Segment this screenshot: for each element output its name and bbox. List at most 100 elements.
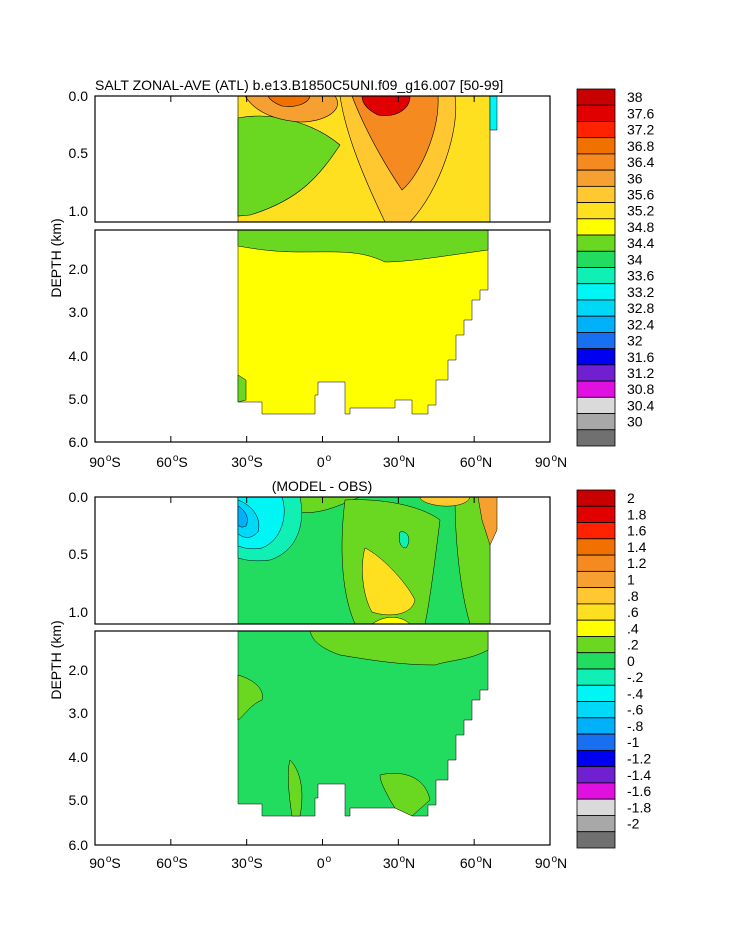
colorbar-label: -1 [627,734,640,750]
panel-title: (MODEL - OBS) [272,478,373,494]
zone-positive-anomaly-top [419,497,471,507]
y-tick-label: 5.0 [69,792,89,808]
colorbar-label: 33.2 [627,284,654,300]
y-tick-label: 3.0 [69,705,89,721]
colorbar-swatch [576,202,616,220]
colorbar-swatch [576,185,616,203]
colorbar-label: -1.4 [627,767,651,783]
x-tick-label: 30oS [231,453,262,470]
zone-subtropical-orange [351,96,439,191]
zone-subtropical-orange-south [244,96,338,123]
zone-positive-anomaly-north [454,497,491,624]
colorbar-swatch [576,299,616,317]
colorbar-label: 35.6 [627,186,654,202]
colorbar-swatch [576,315,616,333]
colorbar-swatch [576,380,616,398]
colorbar-label: .2 [627,637,639,653]
colorbar-swatch [576,733,616,751]
colorbar-label: 34.8 [627,219,654,235]
zone-deep-light-green [309,631,489,666]
colorbar-swatch [576,153,616,171]
colorbar-swatch [576,522,616,540]
colorbar-swatch [576,766,616,784]
colorbar-swatch [576,505,616,523]
colorbar-swatch [576,250,616,268]
zone-deep-ocean-yellow [237,230,489,415]
x-tick-labels: 90oS 60oS 30oS 0o 30oN 60oN 90oN [89,854,567,871]
x-tick-label: 60oS [156,854,187,871]
x-tick-label: 30oS [231,854,262,871]
zone-fresh-anomaly-core [237,505,248,528]
colorbar-label: .6 [627,604,639,620]
x-tick-label: 90oN [535,453,567,470]
zone-small-cyan [399,531,410,549]
colorbar-label: .8 [627,588,639,604]
upper-field [237,497,498,624]
colorbar-swatch [576,636,616,654]
zone-deep-light-green-north [379,773,431,817]
zone-fresh-anomaly-south [237,499,260,538]
lower-field [237,230,489,415]
y-tick-label: 6.0 [69,434,89,450]
colorbar-label: 36.4 [627,154,654,170]
colorbar-swatch [576,283,616,301]
axis-ticks [94,497,551,845]
x-tick-label: 30oN [383,453,415,470]
colorbar-swatch [576,619,616,637]
colorbar-label: 33.6 [627,268,654,284]
colorbar-swatch [576,88,616,106]
y-axis-label: DEPTH (km) [48,218,64,297]
y-tick-label: 4.0 [69,749,89,765]
colorbar-swatch [576,169,616,187]
colorbar-swatch [576,234,616,252]
x-tick-label: 0o [317,453,332,470]
colorbar-label: 36 [627,170,643,186]
y-tick-label: 2.0 [69,261,89,277]
colorbar-label: .4 [627,620,639,636]
x-tick-label: 90oS [89,453,120,470]
colorbar-swatch [576,831,616,849]
colorbar-label: 30.4 [627,397,654,413]
colorbar-label: 34.4 [627,235,654,251]
y-tick-label: 1.0 [69,203,89,219]
colorbar-label: 30 [627,414,643,430]
colorbar-swatch [576,798,616,816]
colorbar: 21.81.61.41.21.8.6.4.20-.2-.4-.6-.8-1-1.… [576,489,651,849]
colorbar-label: -.8 [627,718,644,734]
colorbar-swatch [576,137,616,155]
y-axis-label: DEPTH (km) [48,620,64,699]
y-tick-label: 2.0 [69,662,89,678]
colorbar-swatch [576,348,616,366]
x-tick-label: 60oN [460,453,492,470]
colorbar-label: -.2 [627,669,644,685]
zone-deep-green [237,631,489,817]
y-tick-label: 0.5 [69,546,89,562]
colorbar-swatch [576,652,616,670]
x-tick-label: 90oS [89,854,120,871]
y-tick-label: 0.0 [69,88,89,104]
colorbar-swatch [576,538,616,556]
colorbar-swatch [576,554,616,572]
colorbar-label: 37.2 [627,122,654,138]
colorbar-swatch [576,782,616,800]
colorbar-label: 1 [627,572,635,588]
colorbar-swatch [576,332,616,350]
x-tick-label: 90oN [535,854,567,871]
colorbar-label: 36.8 [627,138,654,154]
panel-salinity: SALT ZONAL-AVE (ATL) b.e13.B1850C5UNI.f0… [48,77,654,470]
zone-arctic-mixed [477,497,498,546]
colorbar-label: 2 [627,490,635,506]
upper-field [237,96,498,222]
colorbar-label: 32 [627,333,643,349]
colorbar-label: 32.4 [627,316,654,332]
y-tick-label: 4.0 [69,348,89,364]
zone-deep-light-green-west [237,674,263,721]
colorbar-label: 30.8 [627,381,654,397]
y-tick-label: 1.0 [69,604,89,620]
colorbar-label: 34 [627,251,643,267]
axis-ticks [94,96,551,442]
colorbar-swatch [576,429,616,447]
colorbar-label: 1.8 [627,506,647,522]
colorbar-label: -.6 [627,702,644,718]
colorbar-label: -2 [627,816,640,832]
